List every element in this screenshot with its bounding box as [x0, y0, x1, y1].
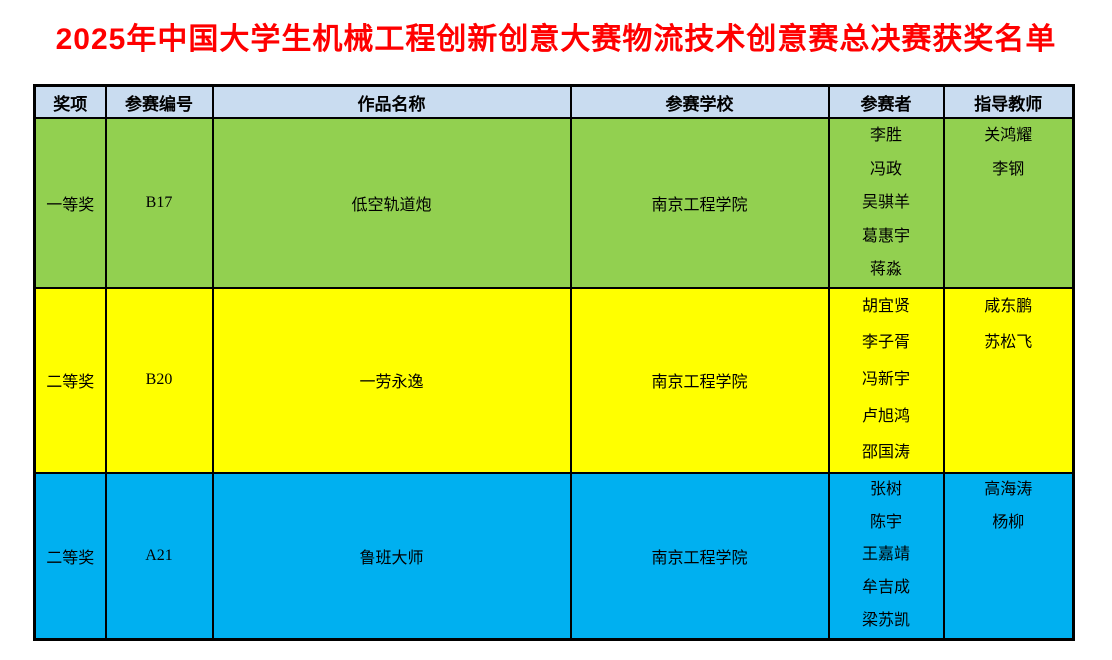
- advisors-cell: 咸东鹏 苏松飞: [942, 286, 1075, 475]
- advisor-name: 高海涛: [984, 481, 1033, 499]
- participants-cell: 李胜 冯政 吴骐羊 葛惠宇 蒋淼: [827, 117, 945, 289]
- participant-name: 葛惠宇: [861, 227, 910, 245]
- school-cell: 南京工程学院: [569, 286, 830, 475]
- school-cell: 南京工程学院: [569, 472, 830, 641]
- participant-name: 王嘉靖: [861, 546, 910, 564]
- participant-name: 冯新宇: [861, 370, 910, 388]
- participant-name: 吴骐羊: [861, 194, 910, 211]
- work-name-cell: 鲁班大师: [211, 472, 572, 641]
- advisors-cell: 关鸿耀 李钢: [942, 117, 1075, 289]
- participant-name: 梁苏凯: [861, 611, 910, 629]
- participant-name: 牟吉成: [861, 579, 910, 597]
- participant-name: 李胜: [869, 127, 902, 144]
- participant-name: 卢旭鸿: [861, 407, 910, 425]
- awards-table: 奖项 参赛编号 作品名称 参赛学校 参赛者 指导教师 一等奖 B17 低空轨道炮…: [33, 84, 1075, 641]
- advisor-name: 杨柳: [992, 513, 1025, 531]
- work-name-cell: 低空轨道炮: [211, 117, 572, 289]
- participant-name: 陈宇: [869, 513, 902, 531]
- col-header-award: 奖项: [33, 84, 107, 119]
- award-cell: 二等奖: [33, 472, 107, 641]
- school-cell: 南京工程学院: [569, 117, 830, 289]
- work-name-cell: 一劳永逸: [211, 286, 572, 475]
- award-cell: 二等奖: [33, 286, 107, 475]
- participant-name: 张树: [869, 481, 902, 499]
- advisor-name: 咸东鹏: [984, 297, 1033, 315]
- entry-no-cell: B20: [104, 286, 214, 475]
- col-header-entry-no: 参赛编号: [104, 84, 214, 119]
- participant-name: 邵国涛: [861, 444, 910, 462]
- participant-name: 李子胥: [861, 334, 910, 352]
- table-row: 二等奖 A21 鲁班大师 南京工程学院 张树 陈宇 王嘉靖 牟吉成 梁苏凯 高海…: [33, 472, 1075, 641]
- entry-no-cell: A21: [104, 472, 214, 641]
- participant-name: 冯政: [869, 160, 902, 178]
- advisors-cell: 高海涛 杨柳: [942, 472, 1075, 641]
- advisor-name: 苏松飞: [984, 334, 1033, 352]
- participant-name: 蒋淼: [869, 261, 902, 278]
- page-title: 2025年中国大学生机械工程创新创意大赛物流技术创意赛总决赛获奖名单: [55, 23, 1057, 56]
- table-row: 二等奖 B20 一劳永逸 南京工程学院 胡宜贤 李子胥 冯新宇 卢旭鸿 邵国涛 …: [33, 286, 1075, 475]
- participant-name: 胡宜贤: [861, 297, 910, 315]
- entry-no-cell: B17: [104, 117, 214, 289]
- advisor-name: 李钢: [992, 160, 1025, 178]
- col-header-advisors: 指导教师: [942, 84, 1075, 119]
- table-header-row: 奖项 参赛编号 作品名称 参赛学校 参赛者 指导教师: [33, 84, 1075, 119]
- col-header-work: 作品名称: [211, 84, 572, 119]
- advisor-name: 关鸿耀: [984, 127, 1033, 144]
- col-header-participants: 参赛者: [827, 84, 945, 119]
- participants-cell: 胡宜贤 李子胥 冯新宇 卢旭鸿 邵国涛: [827, 286, 945, 475]
- award-cell: 一等奖: [33, 117, 107, 289]
- table-row: 一等奖 B17 低空轨道炮 南京工程学院 李胜 冯政 吴骐羊 葛惠宇 蒋淼 关鸿…: [33, 117, 1075, 289]
- col-header-school: 参赛学校: [569, 84, 830, 119]
- participants-cell: 张树 陈宇 王嘉靖 牟吉成 梁苏凯: [827, 472, 945, 641]
